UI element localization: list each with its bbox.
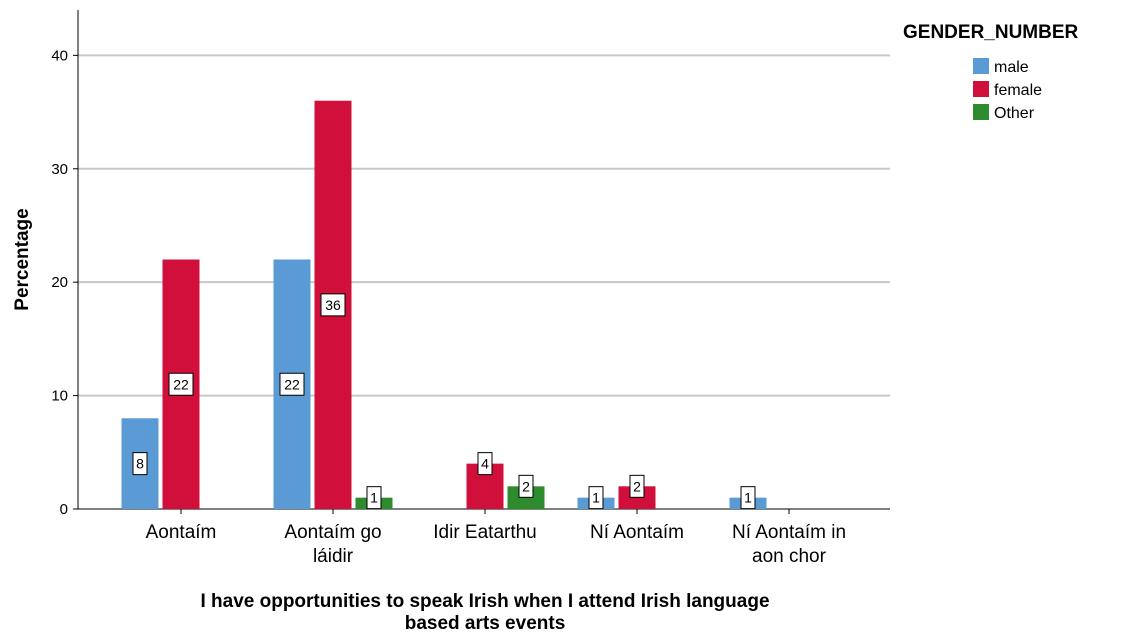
data-label: 1 (592, 490, 600, 506)
x-tick-label: Idir Eatarthu (433, 522, 537, 543)
legend-swatch-other (973, 104, 989, 120)
data-label: 1 (744, 490, 752, 506)
x-tick-label: aon chor (752, 546, 827, 567)
legend-label: Other (994, 105, 1035, 122)
data-label: 22 (173, 376, 189, 392)
data-label: 2 (633, 478, 641, 494)
data-label-box (477, 452, 493, 476)
legend-swatch-female (973, 81, 989, 97)
x-tick-label: Ní Aontaím (590, 522, 684, 543)
data-label: 36 (325, 297, 341, 313)
data-label-box (279, 372, 305, 396)
y-axis-title: Percentage (12, 208, 33, 310)
x-tick-label: Aontaím go (284, 522, 381, 543)
data-label-box (132, 452, 148, 476)
y-tick-label: 40 (51, 47, 68, 64)
data-label: 4 (481, 456, 489, 472)
y-tick-label: 30 (51, 161, 68, 178)
legend-title: GENDER_NUMBER (903, 22, 1079, 43)
data-label-box (629, 474, 645, 498)
x-tick-label: Ní Aontaím in (732, 522, 846, 543)
x-axis-title: based arts events (405, 613, 566, 634)
data-label-box (366, 486, 382, 510)
data-label: 8 (136, 456, 144, 472)
data-label-box (518, 474, 534, 498)
y-tick-label: 10 (51, 388, 68, 405)
data-label: 1 (370, 490, 378, 506)
data-label-box (588, 486, 604, 510)
legend-label: female (994, 82, 1042, 99)
y-tick-label: 0 (60, 501, 68, 518)
data-label: 22 (284, 376, 300, 392)
x-tick-label: Aontaím (146, 522, 217, 543)
data-label-box (168, 372, 194, 396)
x-axis-title: I have opportunities to speak Irish when… (200, 591, 769, 612)
data-label-box (740, 486, 756, 510)
data-label: 2 (522, 478, 530, 494)
legend-label: male (994, 59, 1029, 76)
data-label-box (320, 293, 346, 317)
legend-swatch-male (973, 58, 989, 74)
x-tick-label: láidir (313, 546, 354, 567)
y-tick-label: 20 (51, 274, 68, 291)
